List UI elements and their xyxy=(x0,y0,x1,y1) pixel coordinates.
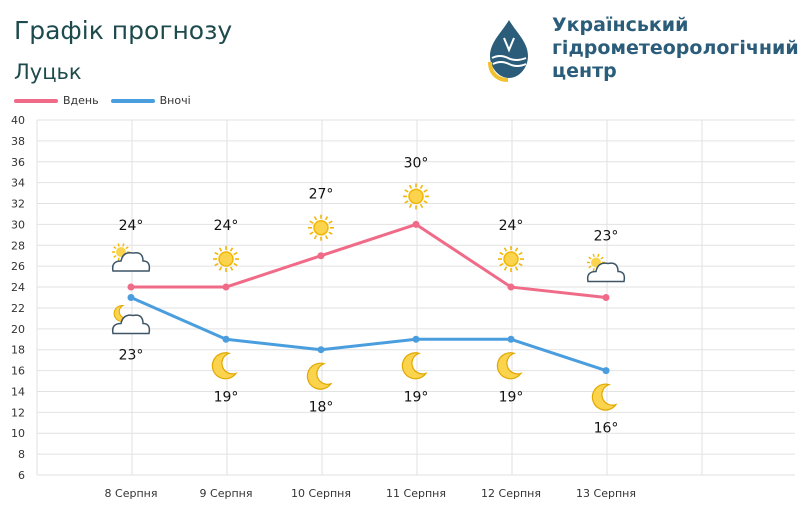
night-series-point xyxy=(412,335,420,343)
night-series-point xyxy=(317,346,325,354)
sun-icon xyxy=(403,183,429,210)
legend-swatch-day xyxy=(14,98,58,103)
y-tick-label: 20 xyxy=(11,323,25,336)
y-tick-label: 6 xyxy=(18,469,25,482)
night-series-point xyxy=(127,294,135,301)
moon-cloud-icon xyxy=(111,304,151,335)
moon-icon xyxy=(211,352,238,380)
moon-icon xyxy=(496,352,523,380)
x-tick-label: 10 Серпня xyxy=(291,487,351,500)
legend-label-night: Вночі xyxy=(159,94,191,107)
x-tick-label: 11 Серпня xyxy=(386,487,446,500)
day-series-point xyxy=(127,283,135,291)
organization-name: Український гідрометеорологічний центр xyxy=(552,14,799,83)
y-tick-label: 12 xyxy=(11,406,25,419)
y-tick-label: 28 xyxy=(11,239,25,252)
day-temp-label: 24° xyxy=(119,218,144,234)
sun-icon xyxy=(213,246,239,273)
y-tick-label: 8 xyxy=(18,448,25,461)
day-temp-label: 24° xyxy=(214,218,239,234)
sun-icon xyxy=(498,246,524,273)
day-temp-label: 23° xyxy=(594,229,619,245)
legend-item-night[interactable]: Вночі xyxy=(110,94,191,107)
org-line-1: Український xyxy=(552,14,689,36)
org-line-2: гідрометеорологічний xyxy=(552,37,799,59)
night-series-point xyxy=(222,335,230,343)
y-tick-label: 18 xyxy=(11,344,25,357)
legend-item-day[interactable]: Вдень xyxy=(14,94,99,107)
day-series-point xyxy=(317,252,325,260)
day-temp-label: 30° xyxy=(404,155,429,171)
night-temp-label: 19° xyxy=(214,389,239,405)
y-tick-label: 40 xyxy=(11,114,25,127)
y-tick-label: 38 xyxy=(11,135,25,148)
day-temp-label: 24° xyxy=(499,218,524,234)
chart-legend: Вдень Вночі xyxy=(14,94,203,107)
partly-cloudy-icon xyxy=(586,253,626,283)
x-tick-label: 8 Серпня xyxy=(105,487,158,500)
y-tick-label: 30 xyxy=(11,218,25,231)
partly-cloudy-icon xyxy=(111,243,151,272)
y-tick-label: 14 xyxy=(11,385,25,398)
org-line-3: центр xyxy=(552,60,617,82)
legend-swatch-night xyxy=(110,98,155,103)
day-series-line xyxy=(131,222,607,299)
legend-label-day: Вдень xyxy=(63,94,99,107)
y-tick-label: 10 xyxy=(11,427,25,440)
day-series-point xyxy=(412,220,420,228)
y-tick-label: 34 xyxy=(11,177,25,190)
night-temp-label: 16° xyxy=(594,421,619,437)
y-tick-label: 22 xyxy=(11,302,25,315)
x-tick-label: 12 Серпня xyxy=(481,487,541,500)
night-temp-label: 23° xyxy=(119,348,144,364)
y-tick-label: 26 xyxy=(11,260,25,273)
day-temp-label: 27° xyxy=(309,187,334,203)
day-series-point xyxy=(602,294,610,301)
night-series-point xyxy=(602,367,610,375)
moon-icon xyxy=(591,383,618,411)
y-tick-label: 24 xyxy=(11,281,25,294)
y-tick-label: 32 xyxy=(11,198,25,211)
night-series-point xyxy=(507,335,515,343)
y-tick-label: 16 xyxy=(11,365,25,378)
page-title: Графік прогнозу xyxy=(14,16,233,45)
moon-icon xyxy=(401,352,428,380)
ukrhydromet-logo-icon xyxy=(488,20,528,82)
x-tick-label: 13 Серпня xyxy=(576,487,636,500)
sun-icon xyxy=(308,214,334,241)
y-tick-label: 36 xyxy=(11,156,25,169)
night-temp-label: 19° xyxy=(499,389,524,405)
moon-icon xyxy=(306,362,333,390)
x-tick-label: 9 Серпня xyxy=(200,487,253,500)
city-name: Луцьк xyxy=(14,60,82,84)
night-temp-label: 19° xyxy=(404,389,429,405)
day-series-point xyxy=(507,283,515,291)
night-series-line xyxy=(130,296,607,373)
day-series-point xyxy=(222,283,230,291)
night-temp-label: 18° xyxy=(309,400,334,416)
